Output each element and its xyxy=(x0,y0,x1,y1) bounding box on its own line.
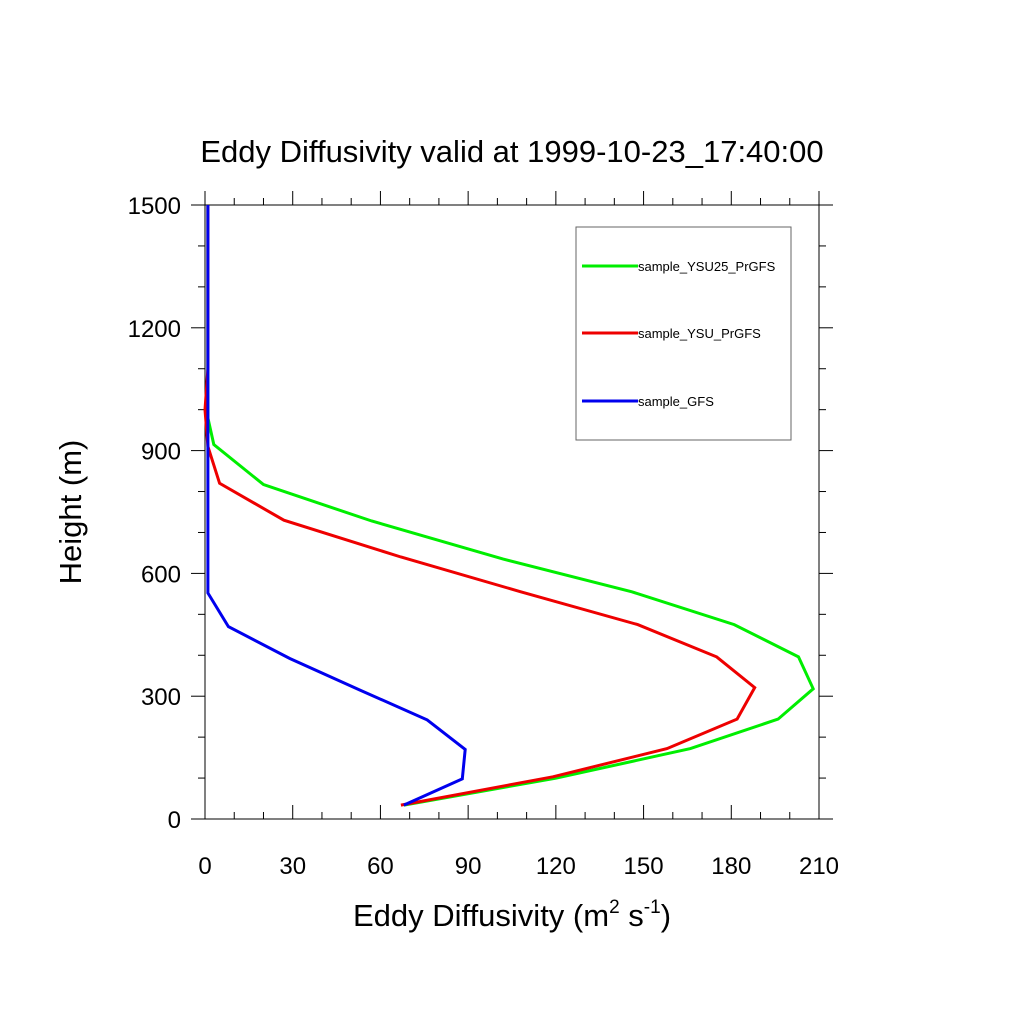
plot-frame xyxy=(204,204,820,820)
x-tick-label: 150 xyxy=(624,853,664,880)
legend-label: sample_GFS xyxy=(638,394,714,409)
x-tick-label: 90 xyxy=(455,853,482,880)
y-tick-label: 1500 xyxy=(128,193,181,220)
y-tick-label: 900 xyxy=(141,439,181,466)
x-tick-label: 180 xyxy=(711,853,751,880)
y-tick-label: 300 xyxy=(141,684,181,711)
y-axis-label: Height (m) xyxy=(53,440,88,585)
x-tick-label: 60 xyxy=(367,853,394,880)
legend-label: sample_YSU25_PrGFS xyxy=(638,259,776,274)
x-axis-label-sup2: -1 xyxy=(644,897,661,918)
x-tick-label: 0 xyxy=(198,853,211,880)
x-axis-label-sup1: 2 xyxy=(609,897,620,918)
x-axis-label-end: ) xyxy=(661,898,671,933)
x-tick-label: 120 xyxy=(536,853,576,880)
legend-label: sample_YSU_PrGFS xyxy=(638,326,761,341)
x-axis-label-mid: s xyxy=(620,898,644,933)
chart-title: Eddy Diffusivity valid at 1999-10-23_17:… xyxy=(200,134,823,169)
y-tick-label: 0 xyxy=(168,807,181,834)
x-axis-label-base: Eddy Diffusivity (m xyxy=(353,898,609,933)
y-tick-label: 600 xyxy=(141,561,181,588)
x-tick-label: 210 xyxy=(799,853,839,880)
x-axis-label: Eddy Diffusivity (m2 s-1) xyxy=(353,897,671,933)
x-axis: 0 30 60 90 120 150 180 210 xyxy=(198,191,839,880)
legend: sample_YSU25_PrGFS sample_YSU_PrGFSsample… xyxy=(575,226,792,441)
y-axis: 0 300 600 900 1200 1500 xyxy=(128,193,833,834)
series-line-sample-gfs xyxy=(206,205,467,807)
x-tick-label: 30 xyxy=(279,853,306,880)
y-tick-label: 1200 xyxy=(128,316,181,343)
series-lines xyxy=(203,205,816,807)
